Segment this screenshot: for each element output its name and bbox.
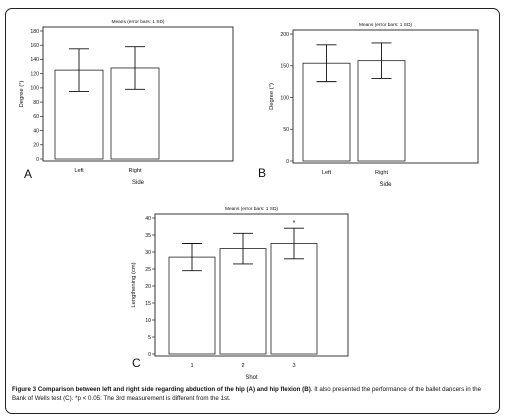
panel-b-title: Means (error bars: 1 SD) bbox=[359, 22, 412, 28]
panel-a-ytick-label: 180 bbox=[30, 29, 39, 35]
panel-b-xtick-label: Left bbox=[322, 170, 332, 176]
panel-c-annotation: * bbox=[293, 220, 296, 227]
panel-a-ytick-label: 0 bbox=[36, 157, 39, 163]
panel-c-xtick-label: 3 bbox=[292, 363, 295, 369]
panel-b-ytick-label: 150 bbox=[280, 64, 289, 70]
panel-a-ytick-label: 100 bbox=[30, 86, 39, 92]
panel-c-ytick-label: 20 bbox=[145, 284, 151, 290]
panel-c-xtick-label: 1 bbox=[190, 363, 193, 369]
panel-b-letter: B bbox=[258, 166, 266, 180]
panel-c-ylabel: Lengthening (cm) bbox=[131, 262, 137, 307]
panel-c-bar bbox=[219, 248, 267, 355]
panel-a-title: Means (error bars: 1 SD) bbox=[111, 19, 164, 25]
panel-c-ytick-label: 35 bbox=[145, 233, 151, 239]
panel-c-ytick-label: 5 bbox=[148, 335, 151, 341]
caption-label: Figure 3 bbox=[12, 386, 37, 393]
panel-c-ytick-label: 30 bbox=[145, 250, 151, 256]
panel-a-ytick-label: 80 bbox=[33, 100, 39, 106]
panel-a-ytick-label: 120 bbox=[30, 71, 39, 77]
panel-a-xtick-label: Left bbox=[74, 168, 84, 174]
panel-b-xtick-label: Right bbox=[375, 170, 389, 176]
panel-c-bar bbox=[168, 256, 216, 355]
panel-c-bar bbox=[270, 243, 318, 355]
caption-bold-text: Comparison between left and right side r… bbox=[37, 386, 311, 393]
panel-c-title: Means (error bars: 1 SD) bbox=[225, 206, 278, 212]
panel-a-ytick-label: 20 bbox=[33, 143, 39, 149]
caption-rest: . It also presented the performance of t… bbox=[12, 386, 482, 402]
panel-c-ytick-label: 15 bbox=[145, 301, 151, 307]
panel-a-ytick-label: 40 bbox=[33, 128, 39, 134]
panel-a-letter: A bbox=[24, 167, 32, 181]
panel-c-letter: C bbox=[132, 356, 141, 370]
panel-a-ytick-label: 60 bbox=[33, 114, 39, 120]
panel-a-xlabel: Side bbox=[132, 180, 145, 186]
panel-c-ytick-label: 40 bbox=[145, 216, 151, 222]
panel-c-ytick-label: 25 bbox=[145, 267, 151, 273]
panel-a-ylabel: Degree (°) bbox=[19, 81, 25, 108]
panel-a-plot-frame bbox=[42, 26, 234, 162]
panel-c-xlabel: Shot bbox=[245, 375, 258, 381]
panel-b-xlabel: Side bbox=[379, 182, 392, 188]
panel-b-ytick-label: 0 bbox=[286, 159, 289, 165]
panel-a-ytick-label: 160 bbox=[30, 43, 39, 49]
figure-caption: Figure 3 Comparison between left and rig… bbox=[12, 385, 494, 403]
panel-b-ytick-label: 200 bbox=[280, 32, 289, 38]
panel-a-ytick-label: 140 bbox=[30, 57, 39, 63]
panel-c-ytick-label: 10 bbox=[145, 318, 151, 324]
panel-b-ytick-label: 100 bbox=[280, 95, 289, 101]
panel-b-plot-frame bbox=[292, 29, 479, 164]
panel-b-ytick-label: 50 bbox=[283, 127, 289, 133]
panel-c-plot-frame bbox=[154, 213, 349, 357]
panel-b-ylabel: Degree (°) bbox=[269, 83, 275, 110]
panel-c-xtick-label: 2 bbox=[241, 363, 244, 369]
panel-a-xtick-label: Right bbox=[128, 168, 142, 174]
panel-c-ytick-label: 0 bbox=[148, 352, 151, 358]
